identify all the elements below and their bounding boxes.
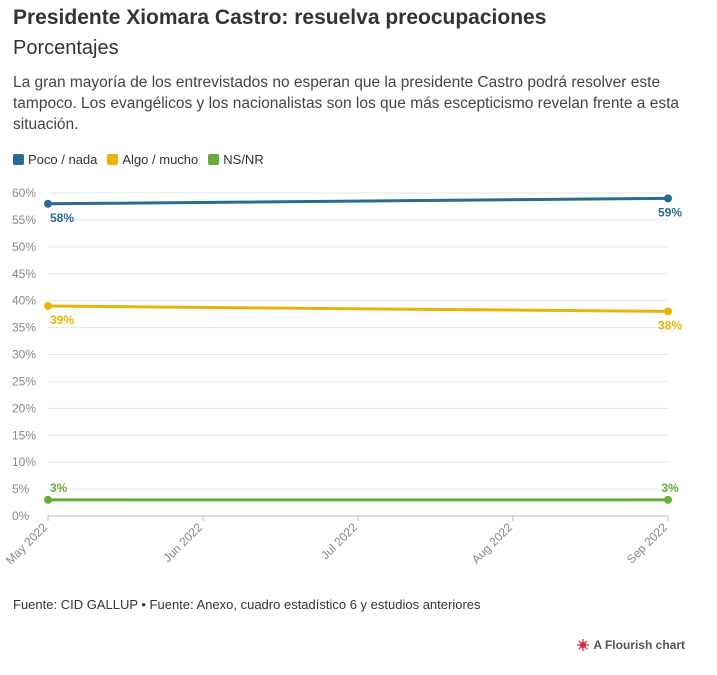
line-chart: 0% 5% 10% 15% 20% 25% 30% 35% 40% 45% 50% 55% 60% May… bbox=[3, 186, 682, 567]
y-tick-label: 10% bbox=[12, 455, 36, 469]
data-point bbox=[44, 302, 52, 311]
flourish-credit[interactable]: A Flourish chart bbox=[577, 638, 685, 652]
data-label: 39% bbox=[50, 313, 74, 327]
x-tick-label: Aug 2022 bbox=[469, 520, 515, 566]
x-tick-label: Jun 2022 bbox=[160, 520, 205, 565]
flourish-logo-icon bbox=[577, 639, 590, 651]
y-tick-label: 15% bbox=[12, 428, 36, 442]
y-tick-label: 40% bbox=[12, 294, 36, 308]
source-note: Fuente: CID GALLUP • Fuente: Anexo, cuad… bbox=[13, 597, 481, 612]
y-tick-label: 30% bbox=[12, 348, 36, 362]
legend-label: Algo / mucho bbox=[122, 152, 199, 167]
legend-label: NS/NR bbox=[223, 152, 264, 167]
data-point bbox=[664, 495, 672, 504]
x-tick-label: May 2022 bbox=[3, 520, 50, 567]
y-tick-label: 20% bbox=[12, 401, 36, 415]
y-tick-label: 50% bbox=[12, 240, 36, 254]
y-tick-label: 35% bbox=[12, 321, 36, 335]
data-label: 58% bbox=[50, 211, 74, 225]
y-tick-label: 5% bbox=[12, 482, 30, 496]
data-label: 3% bbox=[661, 481, 679, 495]
y-tick-label: 45% bbox=[12, 267, 36, 281]
series-line bbox=[46, 196, 670, 206]
legend-item-poco-nada[interactable]: Poco / nada bbox=[13, 152, 97, 167]
chart-title: Presidente Xiomara Castro: resuelva preo… bbox=[13, 6, 547, 29]
legend-label: Poco / nada bbox=[28, 152, 98, 167]
legend-item-ns-nr[interactable]: NS/NR bbox=[208, 152, 264, 167]
data-point bbox=[664, 307, 672, 316]
data-label: 38% bbox=[658, 318, 682, 332]
flourish-credit-label: A Flourish chart bbox=[593, 638, 685, 652]
data-point bbox=[44, 199, 52, 208]
chart-description: La gran mayoría de los entrevistados no … bbox=[13, 74, 679, 133]
chart-subtitle: Porcentajes bbox=[13, 37, 119, 59]
legend-swatch bbox=[208, 154, 220, 165]
legend-swatch bbox=[107, 154, 119, 165]
y-tick-label: 25% bbox=[12, 374, 36, 388]
x-tick-label: Sep 2022 bbox=[624, 520, 670, 566]
data-label: 3% bbox=[50, 481, 68, 495]
data-point bbox=[44, 495, 52, 504]
data-point bbox=[664, 194, 672, 203]
series-line bbox=[46, 304, 670, 313]
y-tick-label: 0% bbox=[12, 509, 30, 523]
y-tick-label: 55% bbox=[12, 213, 36, 227]
legend-item-algo-mucho[interactable]: Algo / mucho bbox=[107, 152, 198, 167]
y-tick-label: 60% bbox=[12, 186, 36, 200]
x-tick-label: Jul 2022 bbox=[318, 520, 360, 562]
legend: Poco / nada Algo / mucho NS/NR bbox=[13, 152, 264, 167]
legend-swatch bbox=[13, 154, 24, 165]
data-label: 59% bbox=[658, 205, 682, 219]
